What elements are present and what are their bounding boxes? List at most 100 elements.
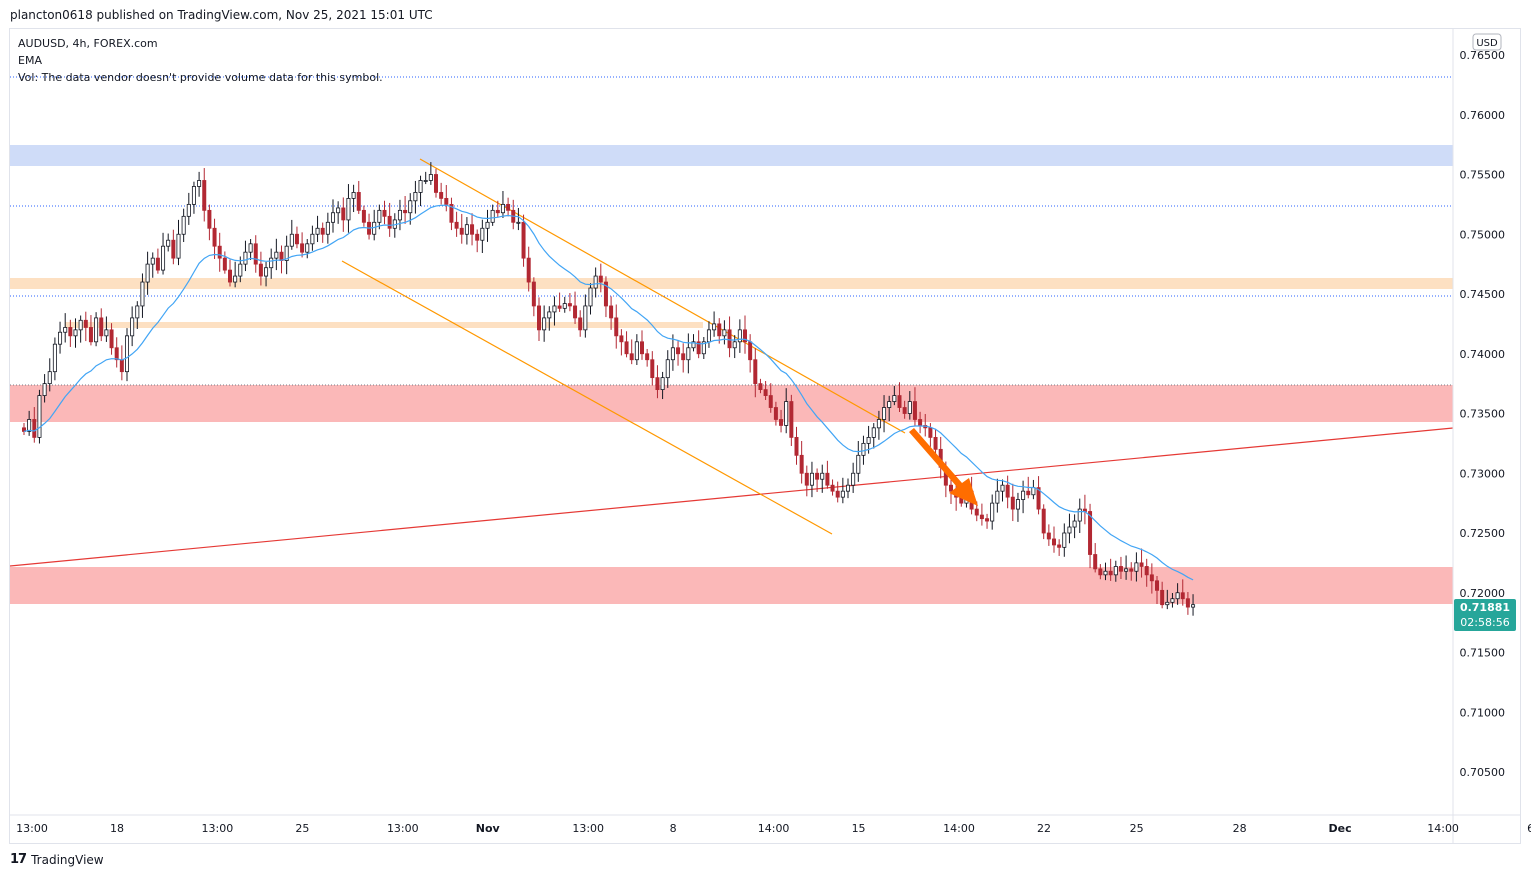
chart-frame[interactable] <box>9 28 1521 844</box>
candle-body <box>1175 592 1180 600</box>
candle-body <box>1010 496 1015 510</box>
candle-body <box>794 436 799 456</box>
candle-body <box>799 454 804 474</box>
price-tick-label: 0.72500 <box>1460 527 1506 540</box>
candle-body <box>336 207 341 214</box>
header-bar: plancton0618 published on TradingView.co… <box>0 0 1531 28</box>
blue-resistance-zone <box>10 145 1453 166</box>
candle-body <box>63 327 68 333</box>
candle-body <box>114 347 119 361</box>
candle-body <box>949 484 954 492</box>
candle-body <box>233 275 238 283</box>
candle-body <box>835 490 840 498</box>
candle-body <box>289 233 294 247</box>
ascending-trendline[interactable] <box>10 427 1453 567</box>
candle-body <box>990 502 995 522</box>
candle-body <box>166 239 171 247</box>
candle-body <box>974 508 979 516</box>
candle-body <box>670 347 675 361</box>
candle-body <box>918 419 923 426</box>
candle-body <box>94 317 99 343</box>
candle-body <box>712 323 717 331</box>
candle-body <box>27 419 32 432</box>
candle-body <box>176 233 181 259</box>
candle-body <box>892 395 897 402</box>
candle-body <box>593 275 598 289</box>
candle-body <box>454 221 459 229</box>
time-tick-label: Nov <box>476 822 501 835</box>
candle-body <box>995 490 1000 504</box>
candle-body <box>155 257 160 271</box>
candle-body <box>1149 574 1154 582</box>
candle-body <box>500 203 505 214</box>
candle-body <box>588 287 593 307</box>
candle-body <box>382 209 387 217</box>
orange-zone-lower <box>65 322 703 328</box>
candle-body <box>537 305 542 331</box>
candle-body <box>284 245 289 261</box>
last-price-value: 0.71881 <box>1460 601 1510 614</box>
candle-body <box>902 407 907 414</box>
candle-body <box>603 281 608 307</box>
candle-body <box>1103 570 1108 576</box>
candle-body <box>104 329 109 337</box>
candle-body <box>830 484 835 492</box>
candle-body <box>480 227 485 241</box>
candle-body <box>346 197 351 221</box>
candle-body <box>1052 538 1057 546</box>
candle-body <box>609 305 614 319</box>
candle-body <box>737 329 742 343</box>
candle-body <box>567 303 572 307</box>
candle-body <box>820 472 825 480</box>
candle-body <box>629 353 634 361</box>
candle-body <box>717 323 722 337</box>
candle-body <box>52 343 57 373</box>
candle-body <box>315 227 320 235</box>
time-tick-label: 13:00 <box>572 822 604 835</box>
candle-body <box>238 263 243 277</box>
candle-body <box>202 180 207 211</box>
price-axis[interactable]: 0.76500 0.76000 0.75500 0.75000 0.74500 0.740… <box>1460 49 1506 779</box>
candle-body <box>1031 487 1036 496</box>
candle-body <box>624 341 629 355</box>
time-tick-label: 6 <box>1527 822 1531 835</box>
candle-body <box>351 192 356 199</box>
candle-body <box>418 180 423 193</box>
candle-body <box>181 215 186 235</box>
candle-body <box>300 243 305 253</box>
candle-body <box>876 419 881 429</box>
candles-group <box>21 162 1196 616</box>
candle-body <box>135 305 140 319</box>
channel-upper-line[interactable] <box>419 158 906 434</box>
candle-body <box>161 245 166 271</box>
price-tick-label: 0.71500 <box>1460 647 1506 660</box>
candle-body <box>815 472 820 480</box>
candle-body <box>433 174 438 193</box>
orange-zone-upper <box>10 278 1453 289</box>
currency-button[interactable]: USD <box>1472 33 1502 51</box>
candle-body <box>1005 484 1010 498</box>
price-tick-label: 0.75500 <box>1460 169 1506 182</box>
candle-body <box>475 233 480 241</box>
symbol-line[interactable]: AUDUSD, 4h, FOREX.com <box>18 37 158 50</box>
candle-body <box>1067 526 1072 534</box>
candle-body <box>542 317 547 331</box>
candle-body <box>912 401 917 420</box>
candle-body <box>21 427 26 432</box>
candle-body <box>686 347 691 361</box>
candle-body <box>403 209 408 214</box>
down-arrow-annotation[interactable] <box>909 428 978 506</box>
candle-body <box>732 341 737 349</box>
volume-note: Vol: The data vendor doesn't provide vol… <box>18 71 383 84</box>
candle-body <box>1046 532 1051 540</box>
candle-body <box>861 442 866 456</box>
candle-body <box>1113 566 1118 576</box>
candle-body <box>619 335 624 343</box>
time-axis[interactable]: 13:00 18 13:00 25 13:00 Nov 13:00 8 14:00 15 14:00… <box>16 822 1531 835</box>
price-tick-label: 0.75000 <box>1460 228 1506 241</box>
candle-body <box>1180 592 1185 600</box>
indicator-label[interactable]: EMA <box>18 54 42 67</box>
candle-body <box>722 329 727 337</box>
channel-lower-line[interactable] <box>341 260 833 535</box>
